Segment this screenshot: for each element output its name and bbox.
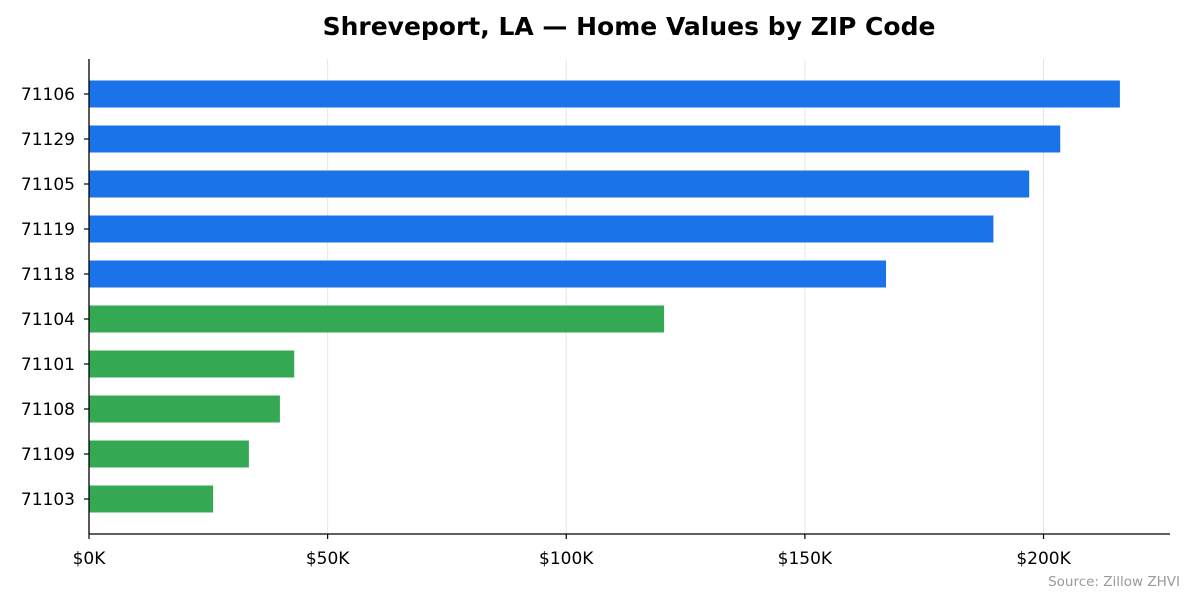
y-tick-label: 71119 <box>21 220 75 240</box>
bar-71119 <box>89 215 994 243</box>
x-tick-label: $50K <box>306 549 350 569</box>
bar-71105 <box>89 170 1030 198</box>
bar-71106 <box>89 80 1120 108</box>
axes <box>88 59 1170 535</box>
x-tick-label: $100K <box>539 549 594 569</box>
bar-71103 <box>89 485 214 513</box>
y-tick-labels: 71106 71129 71105 71119 71118 71104 71101 71108… <box>21 85 89 510</box>
y-tick-label: 71106 <box>21 85 75 105</box>
y-tick-label: 71104 <box>21 310 75 330</box>
bar-71104 <box>89 305 665 333</box>
y-tick-label: 71103 <box>21 490 75 510</box>
y-tick-label: 71101 <box>21 355 75 375</box>
y-tick-label: 71105 <box>21 175 75 195</box>
bar-71108 <box>89 395 280 423</box>
bar-71101 <box>89 350 295 378</box>
y-tick-label: 71109 <box>21 445 75 465</box>
bar-71109 <box>89 440 249 468</box>
x-tick-label: $200K <box>1016 549 1071 569</box>
y-tick-label: 71118 <box>21 265 75 285</box>
y-tick-label: 71129 <box>21 130 75 150</box>
x-tick-labels: $0K $50K $100K $150K $200K <box>73 534 1072 569</box>
chart-title: Shreveport, LA — Home Values by ZIP Code <box>323 12 936 41</box>
bar-71129 <box>89 125 1061 153</box>
x-tick-label: $0K <box>73 549 107 569</box>
bar-71118 <box>89 260 887 288</box>
y-tick-label: 71108 <box>21 400 75 420</box>
bars <box>89 80 1120 513</box>
x-tick-label: $150K <box>778 549 833 569</box>
source-note: Source: Zillow ZHVI <box>1048 574 1180 590</box>
